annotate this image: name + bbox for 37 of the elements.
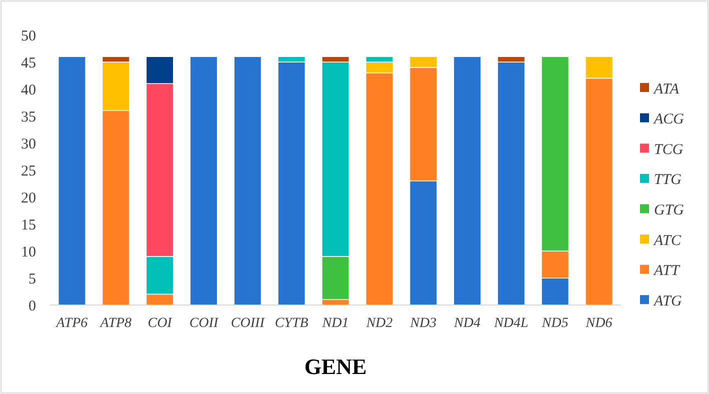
x-axis-title: GENE [304,354,367,379]
legend-label: ACG [653,112,684,128]
x-tick-label: COIII [230,316,266,331]
y-tick-label: 30 [21,136,36,152]
bar [453,56,482,306]
x-tick-label: COI [148,316,174,331]
y-tick-label: 25 [21,163,36,180]
x-tick-label: ATP8 [99,316,132,331]
y-tick-label: 15 [21,217,36,234]
y-tick-label: 45 [21,55,36,72]
bar [234,56,262,306]
bar [58,56,86,306]
x-tick-label: ND1 [321,316,349,331]
x-tick-label: ND6 [584,316,612,331]
x-tick-label: COII [189,316,220,331]
legend-label: TTG [654,172,682,188]
x-tick-label: ND5 [540,316,568,331]
x-tick-label: ND3 [409,316,437,331]
legend-label: GTG [654,202,684,218]
x-tick-label: ND2 [365,316,393,331]
y-tick-label: 35 [21,109,36,126]
legend-label: ATA [653,81,680,98]
legend-label: TCG [654,142,684,158]
x-tick-label: ND4 [453,316,480,331]
x-tick-label: ATP6 [55,316,88,331]
y-tick-label: 0 [28,298,36,314]
x-tick-label: CYTB [274,316,309,331]
y-tick-label: 10 [21,244,36,260]
y-tick-label: 50 [21,28,36,44]
legend-label: ATC [653,232,682,249]
legend-label: ATG [653,293,682,310]
legend-label: ATT [653,263,681,280]
y-tick-label: 40 [21,82,36,98]
bar [190,56,218,306]
y-tick-label: 5 [28,271,36,288]
y-tick-label: 20 [21,190,36,206]
x-tick-label: ND4L [493,316,529,331]
